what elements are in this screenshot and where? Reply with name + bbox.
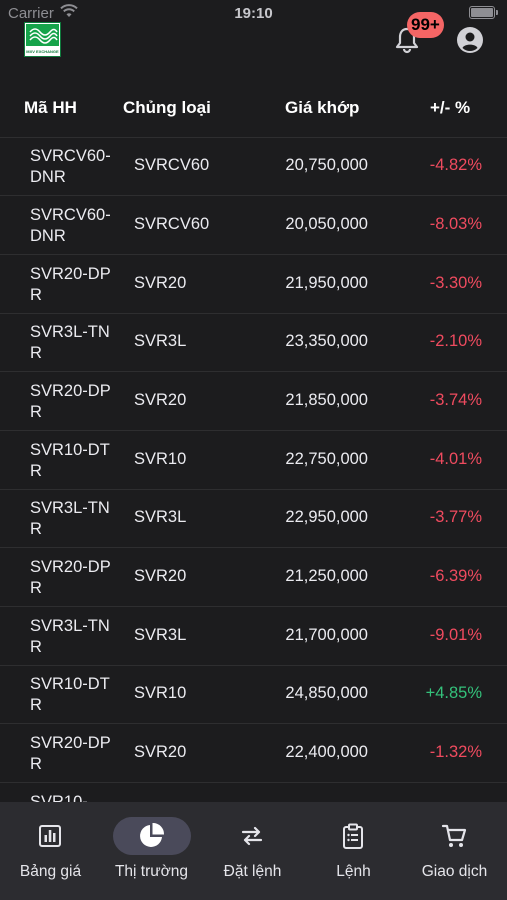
row-change: -3.30% (429, 274, 482, 292)
swap-arrows-icon (238, 822, 266, 850)
wifi-icon (60, 4, 78, 23)
table-row[interactable]: SVR10- (0, 784, 507, 802)
row-code: SVR20-DPR (30, 734, 111, 773)
row-price: 20,050,000 (285, 215, 368, 233)
table-row[interactable]: SVR20-DPR SVR20 21,250,000 -6.39% (0, 549, 507, 607)
clipboard-list-icon (339, 822, 367, 850)
table-row[interactable]: SVRCV60-DNR SVRCV60 20,750,000 -4.82% (0, 138, 507, 196)
notification-badge: 99+ (407, 12, 444, 38)
row-code: SVR20-DPR (30, 265, 111, 304)
row-code: SVR3L-TNR (30, 617, 110, 656)
row-price: 22,750,000 (285, 450, 368, 468)
price-table[interactable]: SVRCV60-DNR SVRCV60 20,750,000 -4.82% SV… (0, 138, 507, 802)
row-price: 21,250,000 (285, 567, 368, 585)
battery-icon (469, 6, 498, 19)
row-type: SVR10 (134, 684, 187, 702)
tab-thi-truong[interactable]: Thị trường (101, 802, 202, 900)
row-type: SVR20 (134, 743, 187, 761)
bottom-tab-bar: Bảng giá Thị trường Đặt lệnh (0, 802, 507, 900)
table-row[interactable]: SVR10-DTR SVR10 22,750,000 -4.01% (0, 432, 507, 490)
table-row[interactable]: SVRCV60-DNR SVRCV60 20,050,000 -8.03% (0, 197, 507, 255)
pie-chart-icon (137, 822, 165, 850)
table-row[interactable]: SVR20-DPR SVR20 22,400,000 -1.32% (0, 725, 507, 783)
tab-label: Giao dịch (421, 863, 488, 880)
tab-lenh[interactable]: Lệnh (303, 802, 404, 900)
row-change: -8.03% (429, 215, 482, 233)
app-logo: MXV EXCHANGE (24, 22, 61, 57)
row-change: -1.32% (429, 743, 482, 761)
row-change: -3.77% (429, 508, 482, 526)
status-time: 19:10 (234, 5, 273, 22)
row-price: 21,700,000 (285, 626, 368, 644)
row-type: SVR3L (134, 626, 187, 644)
tab-label: Thị trường (114, 863, 189, 880)
row-change: -4.01% (429, 450, 482, 468)
row-type: SVR10 (134, 450, 187, 468)
row-price: 20,750,000 (285, 156, 368, 174)
table-row[interactable]: SVR20-DPR SVR20 21,950,000 -3.30% (0, 256, 507, 314)
logo-text: MXV EXCHANGE (26, 49, 59, 54)
row-code: SVR3L-TNR (30, 499, 110, 538)
row-price: 23,350,000 (285, 332, 368, 350)
table-row[interactable]: SVR3L-TNR SVR3L 23,350,000 -2.10% (0, 314, 507, 372)
row-code: SVR10-DTR (30, 675, 110, 714)
row-type: SVR20 (134, 567, 187, 585)
header-code[interactable]: Mã HH (24, 98, 77, 117)
row-price: 21,950,000 (285, 274, 368, 292)
header-type[interactable]: Chủng loại (123, 98, 211, 117)
row-change: -4.82% (429, 156, 482, 174)
status-bar: Carrier 19:10 (0, 0, 507, 24)
row-type: SVR20 (134, 391, 187, 409)
bar-chart-icon (36, 822, 64, 850)
tab-label: Đặt lệnh (223, 863, 282, 880)
row-code: SVR20-DPR (30, 558, 111, 597)
table-row[interactable]: SVR10-DTR SVR10 24,850,000 +4.85% (0, 666, 507, 724)
tab-dat-lenh[interactable]: Đặt lệnh (202, 802, 303, 900)
row-change: -9.01% (429, 626, 482, 644)
carrier-label: Carrier (8, 5, 54, 22)
row-type: SVR3L (134, 332, 187, 350)
row-code: SVRCV60-DNR (30, 206, 111, 245)
row-change: -2.10% (429, 332, 482, 350)
row-type: SVR3L (134, 508, 187, 526)
row-code: SVR10- (30, 793, 88, 802)
row-code: SVR10-DTR (30, 441, 110, 480)
header-price[interactable]: Giá khớp (285, 98, 360, 117)
row-code: SVRCV60-DNR (30, 147, 111, 186)
tab-label: Lệnh (336, 863, 371, 880)
row-type: SVR20 (134, 274, 187, 292)
shopping-cart-icon (440, 822, 468, 850)
row-type: SVRCV60 (134, 215, 210, 233)
row-price: 22,950,000 (285, 508, 368, 526)
row-code: SVR20-DPR (30, 382, 111, 421)
profile-icon[interactable] (456, 26, 484, 54)
row-price: 21,850,000 (285, 391, 368, 409)
tab-label: Bảng giá (19, 863, 82, 880)
table-row[interactable]: SVR3L-TNR SVR3L 22,950,000 -3.77% (0, 490, 507, 548)
row-change: -3.74% (429, 391, 482, 409)
tab-bang-gia[interactable]: Bảng giá (0, 802, 101, 900)
row-type: SVRCV60 (134, 156, 210, 174)
row-change: -6.39% (429, 567, 482, 585)
table-header: Mã HH Chủng loại Giá khớp +/- % (0, 80, 507, 138)
row-change: +4.85% (425, 684, 482, 702)
row-code: SVR3L-TNR (30, 323, 110, 362)
row-price: 22,400,000 (285, 743, 368, 761)
header-change[interactable]: +/- % (430, 98, 471, 117)
table-row[interactable]: SVR20-DPR SVR20 21,850,000 -3.74% (0, 373, 507, 431)
table-row[interactable]: SVR3L-TNR SVR3L 21,700,000 -9.01% (0, 608, 507, 666)
row-price: 24,850,000 (285, 684, 368, 702)
tab-giao-dich[interactable]: Giao dịch (404, 802, 505, 900)
